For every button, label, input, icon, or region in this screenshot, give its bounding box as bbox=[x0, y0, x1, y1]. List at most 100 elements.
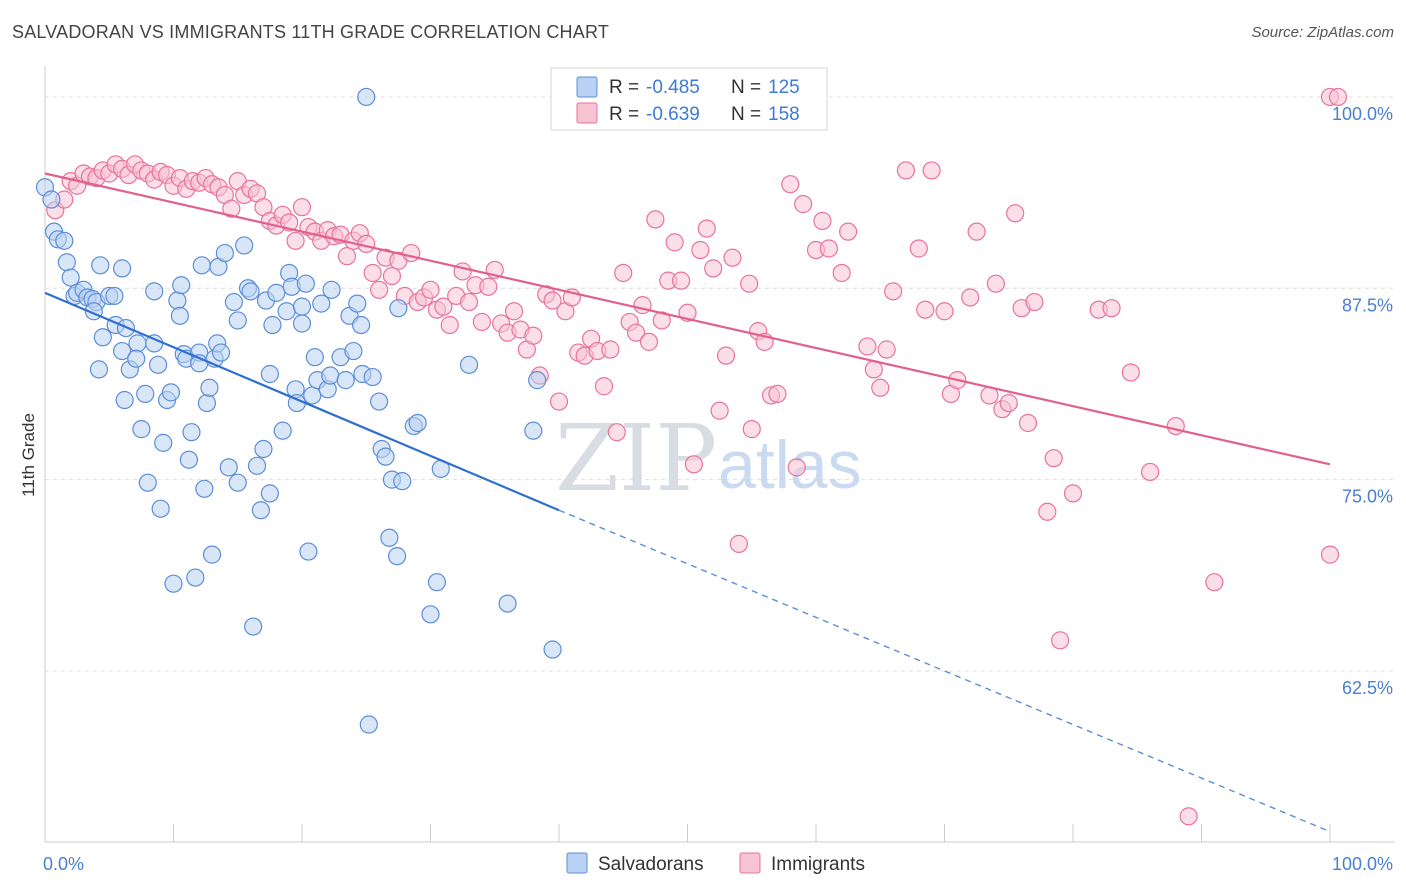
immigrants-point bbox=[740, 274, 759, 293]
immigrants-point bbox=[781, 175, 800, 194]
salvadorans-point bbox=[528, 371, 547, 390]
immigrants-point bbox=[967, 222, 986, 241]
immigrants-point bbox=[626, 323, 646, 342]
immigrants-point bbox=[819, 239, 838, 258]
salvadorans-point bbox=[241, 282, 260, 301]
immigrants-point bbox=[665, 233, 684, 252]
immigrants-point bbox=[524, 326, 543, 345]
salvadorans-point bbox=[260, 364, 279, 384]
immigrants-point bbox=[768, 384, 787, 403]
salvadorans-point bbox=[370, 392, 389, 411]
immigrants-point bbox=[742, 420, 761, 439]
bottom-legend: Salvadorans Immigrants bbox=[566, 852, 865, 875]
immigrants-point bbox=[222, 199, 241, 218]
immigrants-point bbox=[601, 340, 620, 359]
salvadorans-point bbox=[263, 315, 282, 335]
immigrants-point bbox=[691, 240, 710, 260]
salvadorans-point bbox=[151, 499, 170, 518]
salvadorans-point bbox=[273, 421, 292, 440]
immigrants-point bbox=[883, 282, 903, 301]
immigrants-point bbox=[504, 302, 524, 321]
source-label: Source: ZipAtlas.com bbox=[1251, 24, 1394, 41]
x-tick-label: 100.0% bbox=[1332, 854, 1393, 874]
salvadorans-point bbox=[172, 276, 191, 295]
salvadorans-point bbox=[211, 343, 231, 362]
salvadorans-point bbox=[145, 282, 164, 301]
salvadorans-point bbox=[235, 236, 254, 255]
salvadorans-point bbox=[303, 386, 322, 405]
salvadorans-point bbox=[186, 568, 205, 587]
salvadorans-point bbox=[105, 286, 124, 306]
immigrants-point bbox=[909, 239, 928, 258]
salvadorans-point bbox=[91, 256, 110, 275]
legend-r-label: R = bbox=[609, 77, 639, 98]
immigrants-point bbox=[370, 280, 389, 299]
immigrants-point bbox=[916, 300, 935, 319]
salvadorans-point bbox=[336, 371, 355, 390]
immigrants-point bbox=[607, 423, 626, 442]
immigrants-point bbox=[858, 337, 877, 356]
salvadorans-point bbox=[299, 542, 318, 561]
immigrants-point bbox=[440, 315, 459, 335]
salvadorans-point bbox=[228, 473, 247, 492]
immigrants-point bbox=[723, 248, 742, 267]
immigrants-point bbox=[794, 195, 813, 214]
legend-swatch-immigrants bbox=[576, 102, 598, 124]
salvadorans-point bbox=[154, 433, 173, 452]
salvadorans-point bbox=[389, 299, 408, 318]
salvadorans-point bbox=[260, 484, 279, 503]
immigrants-point bbox=[434, 297, 453, 316]
immigrants-point bbox=[896, 161, 916, 180]
salvadorans-point bbox=[305, 348, 324, 367]
salvadorans-point bbox=[408, 413, 427, 433]
salvadorans-point bbox=[427, 573, 447, 592]
immigrants-point bbox=[1025, 292, 1044, 312]
immigrants-point bbox=[459, 292, 479, 312]
legend-n-label: N = bbox=[731, 104, 761, 125]
salvadorans-point bbox=[543, 640, 562, 659]
salvadorans-point bbox=[148, 355, 168, 374]
immigrants-point bbox=[961, 288, 980, 307]
salvadorans-point bbox=[55, 231, 74, 250]
salvadorans-point bbox=[459, 355, 479, 374]
immigrants-point bbox=[453, 262, 472, 281]
salvadorans-point bbox=[182, 423, 201, 442]
salvadorans-point bbox=[352, 315, 371, 335]
immigrants-point bbox=[871, 378, 890, 397]
immigrants-point bbox=[684, 455, 704, 474]
bottom-legend-immigrants: Immigrants bbox=[771, 854, 865, 875]
salvadorans-points bbox=[35, 87, 562, 734]
salvadorans-point bbox=[42, 190, 61, 209]
immigrants-point bbox=[832, 263, 851, 283]
salvadorans-point bbox=[251, 501, 270, 520]
immigrants-point bbox=[839, 222, 858, 241]
salvadorans-point bbox=[277, 302, 296, 321]
salvadorans-point bbox=[112, 341, 132, 361]
chart-title: SALVADORAN VS IMMIGRANTS 11TH GRADE CORR… bbox=[12, 22, 610, 42]
immigrants-point bbox=[922, 161, 941, 180]
immigrants-point bbox=[1051, 631, 1070, 650]
salvadorans-point bbox=[138, 473, 157, 492]
salvadorans-point bbox=[344, 341, 363, 361]
y-tick-label: 62.5% bbox=[1342, 678, 1393, 698]
salvadorans-point bbox=[228, 311, 247, 330]
salvadorans-point bbox=[387, 547, 407, 566]
salvadorans-point bbox=[312, 294, 331, 313]
legend-swatch-salvadorans bbox=[576, 76, 598, 98]
immigrants-point bbox=[1320, 545, 1340, 564]
salvadorans-point bbox=[197, 393, 217, 413]
salvadorans-point bbox=[348, 294, 367, 313]
salvadorans-point bbox=[363, 367, 382, 387]
salvadorans-point bbox=[200, 378, 219, 397]
salvadorans-point bbox=[421, 605, 440, 624]
salvadorans-trend-line bbox=[44, 291, 560, 512]
immigrants-point bbox=[787, 458, 806, 477]
immigrants-point bbox=[1205, 573, 1224, 592]
salvadorans-point bbox=[202, 545, 222, 564]
salvadorans-point bbox=[179, 450, 199, 469]
salvadorans-point bbox=[57, 253, 76, 272]
y-tick-label: 87.5% bbox=[1342, 295, 1393, 315]
salvadorans-point bbox=[357, 87, 376, 107]
salvadorans-point bbox=[376, 447, 395, 466]
salvadorans-point bbox=[192, 256, 211, 275]
